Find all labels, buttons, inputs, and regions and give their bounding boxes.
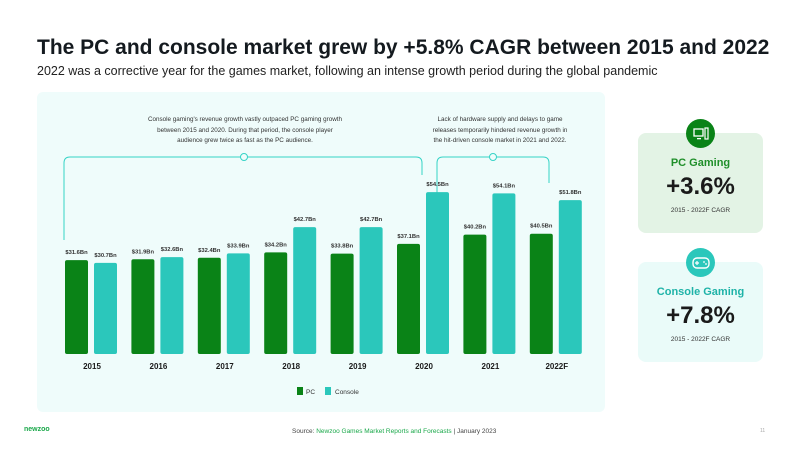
- x-tick-label: 2015: [83, 362, 101, 371]
- data-label: $31.6Bn: [65, 250, 88, 256]
- bar-console-2016: [160, 257, 184, 354]
- data-label: $33.8Bn: [331, 244, 354, 250]
- data-label: $31.9Bn: [132, 249, 155, 255]
- data-label: $33.9Bn: [227, 243, 250, 249]
- bar-console-2018: [293, 227, 317, 354]
- data-label: $32.6Bn: [161, 247, 184, 253]
- data-label: $40.2Bn: [464, 225, 487, 231]
- legend: PC Console: [297, 387, 359, 396]
- data-label: $30.7Bn: [94, 253, 117, 259]
- bracket-left: [63, 153, 423, 240]
- pc-icon: [686, 119, 715, 148]
- annotation-left: Console gaming's revenue growth vastly o…: [147, 116, 343, 144]
- bar-console-2022F: [558, 200, 582, 354]
- gamepad-icon: [686, 248, 715, 277]
- x-tick-label: 2022F: [545, 362, 568, 371]
- bar-console-2020: [426, 192, 449, 354]
- legend-label-console: Console: [335, 389, 359, 396]
- source-link[interactable]: Newzoo Games Market Reports and Forecast…: [316, 428, 452, 435]
- bar-pc-2019: [330, 253, 354, 354]
- card-label: PC Gaming: [670, 157, 731, 169]
- card-sub: 2015 - 2022F CAGR: [670, 207, 731, 214]
- bar-pc-2015: [65, 260, 88, 354]
- card-value: +3.6%: [666, 173, 735, 200]
- data-label: $42.7Bn: [360, 217, 383, 223]
- bar-pc-2017: [197, 257, 221, 354]
- bracket-right: [436, 153, 550, 215]
- data-label: $34.2Bn: [265, 242, 288, 248]
- x-tick-label: 2020: [415, 362, 433, 371]
- data-label: $54.1Bn: [493, 183, 516, 189]
- data-label: $37.1Bn: [397, 234, 420, 240]
- bar-pc-2018: [264, 252, 288, 354]
- data-label: $51.8Bn: [559, 190, 582, 196]
- bar-pc-2016: [131, 259, 155, 354]
- newzoo-logo: newzoo: [24, 426, 50, 433]
- page-title: The PC and console market grew by +5.8% …: [37, 36, 770, 59]
- legend-swatch-pc: [297, 387, 303, 395]
- x-tick-label: 2019: [349, 362, 367, 371]
- page-number: 11: [760, 428, 766, 434]
- data-label: $32.4Bn: [198, 248, 221, 254]
- source-prefix: Source:: [292, 428, 317, 435]
- bar-console-2021: [492, 193, 516, 354]
- card-sub: 2015 - 2022F CAGR: [670, 336, 731, 343]
- x-tick-label: 2018: [282, 362, 300, 371]
- source-date: | January 2023: [451, 428, 497, 435]
- card-value: +7.8%: [666, 302, 735, 329]
- console-gaming-card: Console Gaming +7.8% 2015 - 2022F CAGR: [638, 262, 763, 362]
- annotation-right: Lack of hardware supply and delays to ga…: [432, 116, 568, 144]
- bar-console-2017: [226, 253, 250, 354]
- x-tick-label: 2021: [482, 362, 500, 371]
- card-label: Console Gaming: [656, 286, 745, 298]
- source-note: Source: Newzoo Games Market Reports and …: [292, 428, 496, 435]
- data-label: $54.5Bn: [426, 182, 449, 188]
- bar-console-2019: [359, 227, 383, 354]
- bar-pc-2022F: [529, 233, 553, 354]
- x-tick-label: 2017: [216, 362, 234, 371]
- bar-console-2015: [94, 262, 117, 354]
- legend-label-pc: PC: [306, 389, 315, 396]
- x-tick-label: 2016: [150, 362, 168, 371]
- pc-gaming-card: PC Gaming +3.6% 2015 - 2022F CAGR: [638, 133, 763, 233]
- bar-pc-2020: [397, 243, 420, 354]
- page-subtitle: 2022 was a corrective year for the games…: [37, 64, 658, 78]
- data-label: $42.7Bn: [294, 217, 317, 223]
- legend-swatch-console: [325, 387, 331, 395]
- data-label: $40.5Bn: [530, 224, 553, 230]
- bar-pc-2021: [463, 234, 487, 354]
